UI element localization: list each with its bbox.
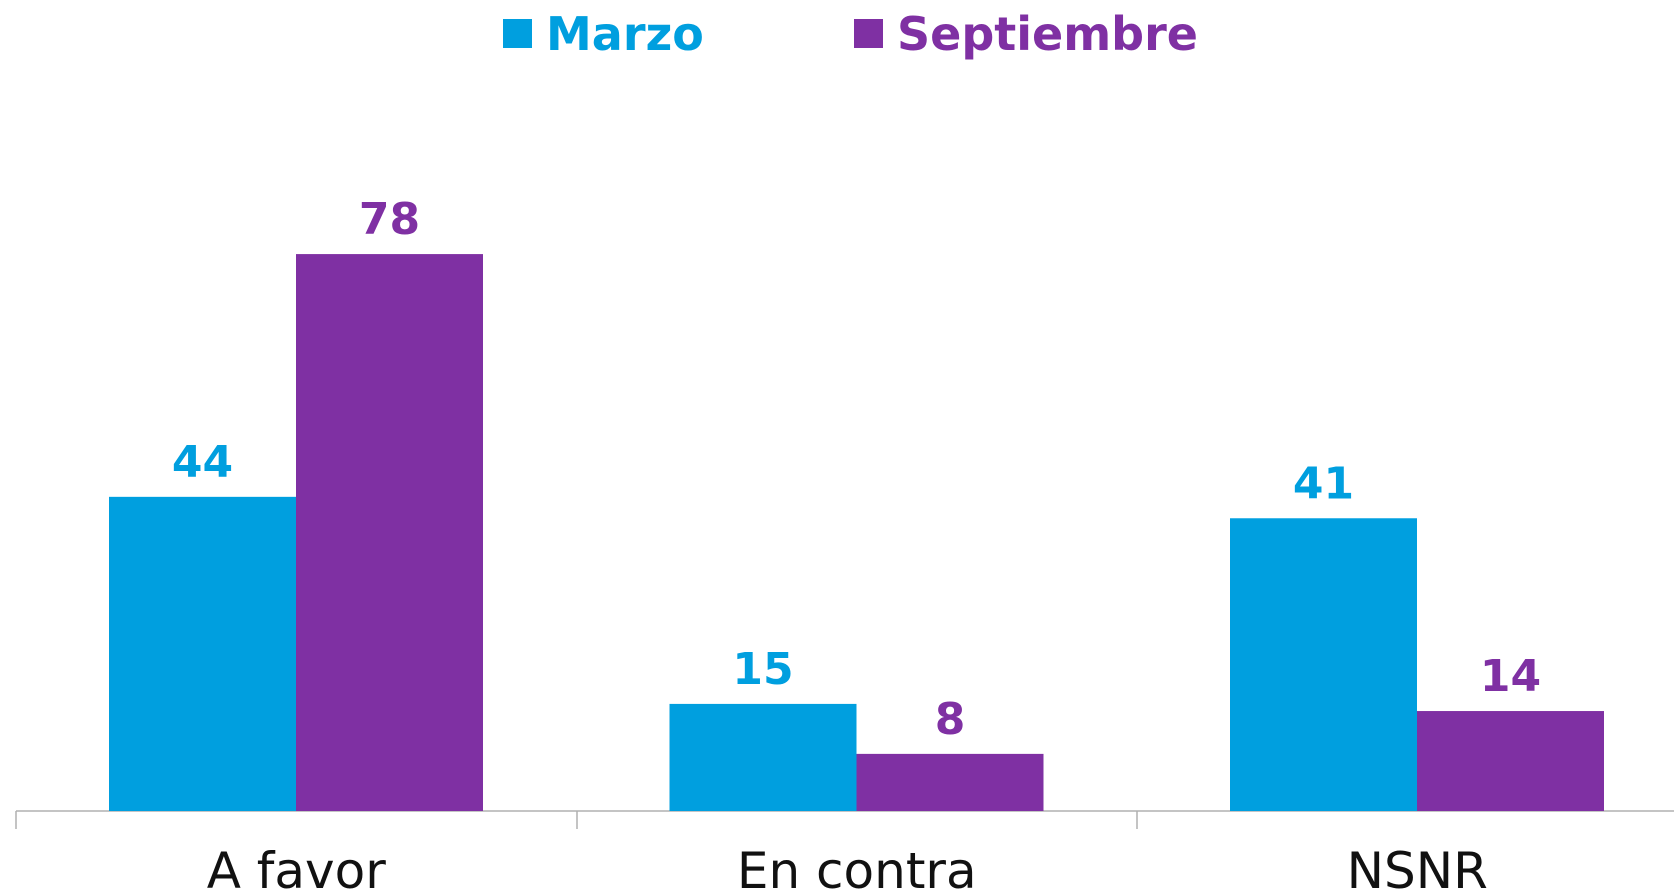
value-label: 44	[172, 437, 233, 488]
bar	[1230, 518, 1417, 811]
legend-swatch	[854, 19, 883, 48]
x-tick-label: NSNR	[1347, 842, 1488, 894]
bar	[669, 703, 857, 811]
bar	[109, 496, 296, 811]
value-label: 41	[1293, 458, 1354, 509]
x-tick-label: En contra	[737, 842, 977, 894]
legend-label: Marzo	[546, 7, 704, 61]
bar	[856, 753, 1044, 811]
legend-swatch	[503, 19, 532, 48]
legend-label: Septiembre	[897, 7, 1198, 61]
x-tick-label: A favor	[207, 842, 387, 894]
value-label: 14	[1480, 651, 1541, 702]
bar	[296, 254, 483, 811]
bar	[1417, 711, 1604, 811]
value-label: 78	[359, 194, 420, 245]
value-label: 15	[732, 644, 793, 695]
value-label: 8	[935, 694, 966, 745]
